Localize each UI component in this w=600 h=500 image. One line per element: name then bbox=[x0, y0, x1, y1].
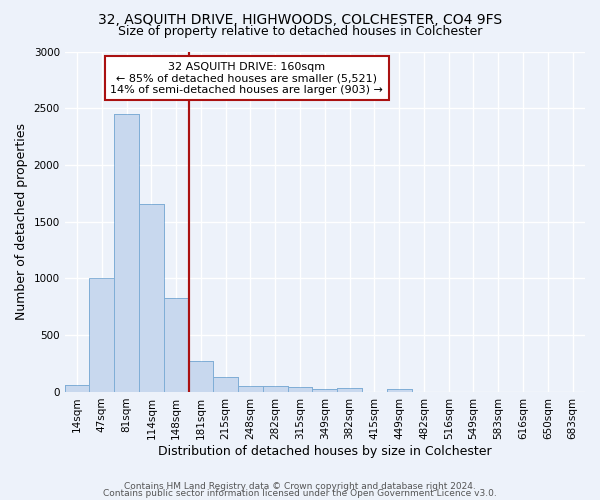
Text: Contains public sector information licensed under the Open Government Licence v3: Contains public sector information licen… bbox=[103, 490, 497, 498]
Bar bbox=[188, 360, 214, 392]
Bar bbox=[263, 386, 287, 392]
Bar bbox=[214, 377, 238, 392]
Bar bbox=[287, 388, 313, 392]
Text: 32 ASQUITH DRIVE: 160sqm
← 85% of detached houses are smaller (5,521)
14% of sem: 32 ASQUITH DRIVE: 160sqm ← 85% of detach… bbox=[110, 62, 383, 95]
Bar bbox=[139, 204, 164, 392]
Text: 32, ASQUITH DRIVE, HIGHWOODS, COLCHESTER, CO4 9FS: 32, ASQUITH DRIVE, HIGHWOODS, COLCHESTER… bbox=[98, 12, 502, 26]
Bar bbox=[114, 114, 139, 392]
Bar bbox=[164, 298, 188, 392]
Bar bbox=[214, 377, 238, 392]
Bar bbox=[337, 388, 362, 392]
Bar bbox=[263, 386, 287, 392]
X-axis label: Distribution of detached houses by size in Colchester: Distribution of detached houses by size … bbox=[158, 444, 491, 458]
Bar bbox=[238, 386, 263, 392]
Bar bbox=[387, 389, 412, 392]
Bar bbox=[387, 389, 412, 392]
Bar bbox=[164, 298, 188, 392]
Bar bbox=[65, 385, 89, 392]
Bar bbox=[188, 360, 214, 392]
Text: Size of property relative to detached houses in Colchester: Size of property relative to detached ho… bbox=[118, 25, 482, 38]
Y-axis label: Number of detached properties: Number of detached properties bbox=[15, 123, 28, 320]
Bar bbox=[313, 389, 337, 392]
Bar bbox=[114, 114, 139, 392]
Bar bbox=[287, 388, 313, 392]
Bar bbox=[89, 278, 114, 392]
Bar bbox=[313, 389, 337, 392]
Bar bbox=[337, 388, 362, 392]
Bar bbox=[89, 278, 114, 392]
Bar bbox=[65, 385, 89, 392]
Bar bbox=[238, 386, 263, 392]
Text: Contains HM Land Registry data © Crown copyright and database right 2024.: Contains HM Land Registry data © Crown c… bbox=[124, 482, 476, 491]
Bar bbox=[139, 204, 164, 392]
